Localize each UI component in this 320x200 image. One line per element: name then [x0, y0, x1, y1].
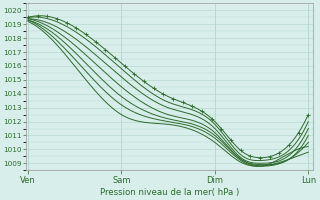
X-axis label: Pression niveau de la mer( hPa ): Pression niveau de la mer( hPa )	[100, 188, 239, 197]
